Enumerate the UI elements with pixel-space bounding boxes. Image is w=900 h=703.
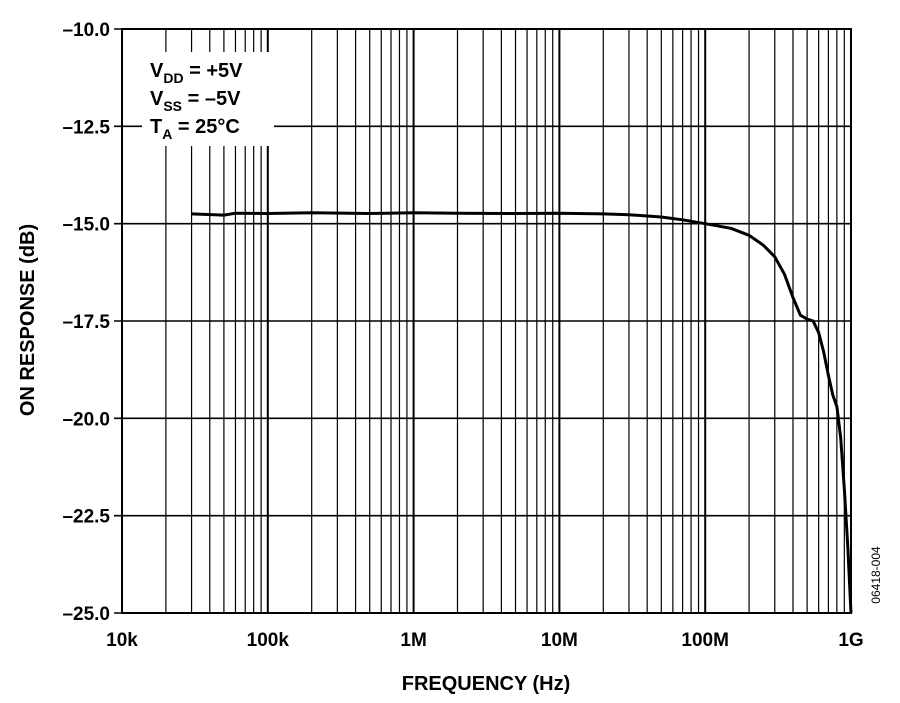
- conditions-box-background: [142, 52, 274, 146]
- annotation-value: = +5V: [184, 60, 244, 82]
- annotation-vss: VSS = –5V: [150, 88, 241, 114]
- annotation-value: = 25°C: [172, 116, 239, 138]
- annotation-symbol: V: [150, 60, 164, 82]
- annotation-subscript: SS: [163, 98, 182, 114]
- x-tick-label: 100M: [681, 630, 729, 651]
- y-tick-label: –22.5: [62, 507, 110, 528]
- annotation-subscript: A: [162, 126, 172, 142]
- y-tick-label: –12.5: [62, 117, 110, 138]
- y-tick-label: –25.0: [62, 604, 110, 625]
- y-tick-label: –20.0: [62, 409, 110, 430]
- annotation-vdd: VDD = +5V: [150, 60, 243, 86]
- x-tick-label: 1G: [838, 630, 863, 651]
- plot-frame: [121, 28, 852, 614]
- annotation-value: = –5V: [182, 88, 241, 110]
- annotation-symbol: T: [150, 116, 162, 138]
- y-tick-label: –15.0: [62, 215, 110, 236]
- annotation-symbol: V: [150, 88, 164, 110]
- annotation-ta: TA = 25°C: [150, 116, 240, 142]
- figure-id: 06418-004: [869, 546, 883, 604]
- y-tick-label: –17.5: [62, 312, 110, 333]
- y-tick-label: –10.0: [62, 20, 110, 41]
- x-tick-labels: 10k 100k 1M 10M 100M 1G: [106, 630, 864, 651]
- conditions-box: VDD = +5V VSS = –5V TA = 25°C: [142, 52, 274, 146]
- on-response-curve: [191, 211, 853, 614]
- y-tick-labels: –10.0 –12.5 –15.0 –17.5 –20.0 –22.5 –25.0: [62, 20, 110, 625]
- annotation-subscript: DD: [163, 70, 183, 86]
- y-axis-title: ON RESPONSE (dB): [17, 224, 39, 416]
- x-tick-label: 10M: [541, 630, 578, 651]
- x-tick-label: 100k: [247, 630, 290, 651]
- x-tick-label: 1M: [400, 630, 426, 651]
- x-tick-label: 10k: [106, 630, 138, 651]
- x-axis-title: FREQUENCY (Hz): [402, 673, 571, 695]
